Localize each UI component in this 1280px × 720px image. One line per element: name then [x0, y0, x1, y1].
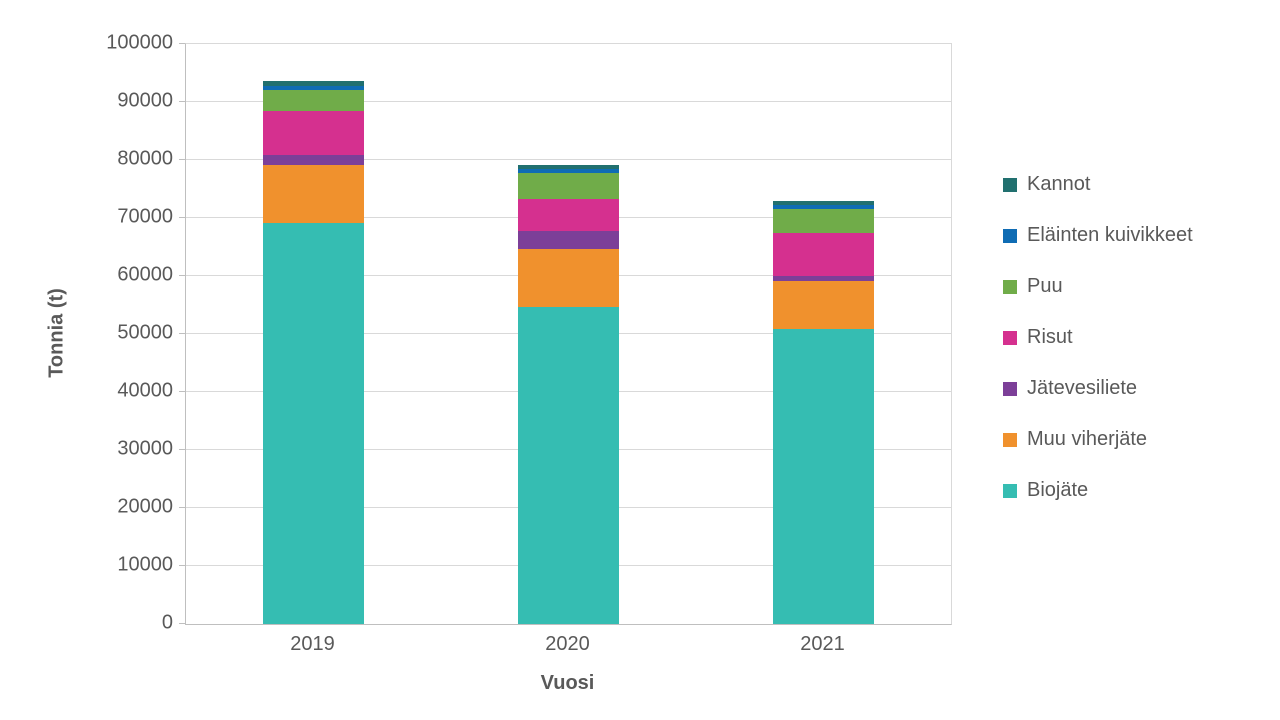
bar-2021	[773, 201, 874, 624]
y-tick-label: 50000	[117, 321, 173, 344]
bar-segment	[773, 329, 874, 624]
y-tick-label: 100000	[106, 31, 173, 54]
bar-segment	[263, 85, 364, 90]
y-axis-tickmark	[179, 217, 185, 218]
y-tick-label: 30000	[117, 437, 173, 460]
legend-label: Biojäte	[1027, 479, 1089, 501]
y-tick-label: 70000	[117, 205, 173, 228]
legend-item: Muu viherjäte	[1003, 428, 1193, 451]
y-axis-tickmark	[179, 101, 185, 102]
bar-segment	[773, 233, 874, 276]
legend-item: Risut	[1003, 326, 1193, 349]
legend-swatch-icon	[1003, 483, 1017, 498]
y-axis-tickmark	[179, 43, 185, 44]
bar-segment	[773, 201, 874, 206]
y-axis-tickmark	[179, 565, 185, 566]
legend-label: Puu	[1027, 275, 1063, 297]
y-axis-tick-labels: 0 10000 20000 30000 40000 50000 60000 70000 8000…	[0, 32, 173, 634]
y-tick-label: 20000	[117, 495, 173, 518]
legend-item: Jätevesiliete	[1003, 377, 1193, 400]
bar-segment	[263, 89, 364, 112]
legend-label: Kannot	[1027, 173, 1091, 195]
bar-segment	[518, 198, 619, 232]
bar-segment	[263, 165, 364, 223]
legend-label: Risut	[1027, 326, 1073, 348]
y-axis-tickmark	[179, 507, 185, 508]
gridline	[186, 159, 951, 160]
bar-segment	[518, 249, 619, 307]
y-tick-label: 80000	[117, 147, 173, 170]
x-tick-label: 2021	[800, 633, 845, 655]
bar-segment	[263, 222, 364, 624]
legend-label: Jätevesiliete	[1027, 377, 1138, 399]
y-axis-tickmark	[179, 391, 185, 392]
bar-segment	[518, 165, 619, 170]
y-tick-label: 10000	[117, 553, 173, 576]
x-axis-title: Vuosi	[540, 672, 595, 694]
bar-segment	[263, 81, 364, 86]
bar-segment	[518, 306, 619, 624]
legend-swatch-icon	[1003, 330, 1017, 345]
legend-item: Kannot	[1003, 173, 1193, 196]
legend-item: Eläinten kuivikkeet	[1003, 224, 1193, 247]
bar-segment	[518, 172, 619, 199]
x-tick-label: 2019	[290, 633, 335, 655]
bar-2020	[518, 165, 619, 624]
y-axis-tickmark	[179, 333, 185, 334]
legend-swatch-icon	[1003, 279, 1017, 294]
plot-area	[179, 43, 952, 625]
y-tick-label: 60000	[117, 263, 173, 286]
legend-swatch-icon	[1003, 228, 1017, 243]
legend-swatch-icon	[1003, 432, 1017, 447]
bar-segment	[773, 276, 874, 282]
legend-label: Eläinten kuivikkeet	[1027, 224, 1193, 246]
bar-2019	[263, 81, 364, 624]
bar-segment	[263, 111, 364, 155]
bar-segment	[518, 231, 619, 250]
y-tick-label: 40000	[117, 379, 173, 402]
legend-swatch-icon	[1003, 381, 1017, 396]
bar-segment	[518, 169, 619, 173]
y-tick-label: 0	[161, 611, 173, 634]
legend-swatch-icon	[1003, 177, 1017, 192]
legend-item: Puu	[1003, 275, 1193, 298]
legend-label: Muu viherjäte	[1027, 428, 1148, 450]
bar-segment	[773, 281, 874, 330]
x-tick-label: 2020	[545, 633, 590, 655]
bar-segment	[263, 154, 364, 166]
gridline	[186, 101, 951, 102]
y-tick-label: 90000	[117, 89, 173, 112]
y-axis-tickmark	[179, 623, 185, 624]
legend-item: Biojäte	[1003, 479, 1193, 502]
bar-segment	[773, 205, 874, 210]
y-axis-tickmark	[179, 449, 185, 450]
x-axis-tick-labels: 2019 2020 2021	[185, 633, 950, 659]
legend: Kannot Eläinten kuivikkeet Puu Risut Jäteves…	[1003, 173, 1193, 502]
bar-segment	[773, 209, 874, 234]
y-axis-tickmark	[179, 159, 185, 160]
y-axis-tickmark	[179, 275, 185, 276]
